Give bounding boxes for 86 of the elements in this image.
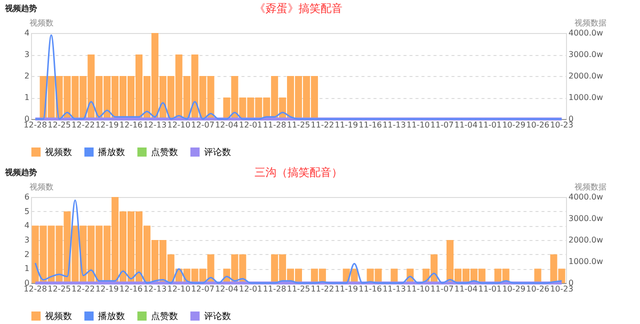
text: 视频趋势	[4, 4, 37, 13]
y-tick-label: 1	[24, 264, 30, 274]
x-tick-label: 12-22	[72, 120, 95, 130]
y-tick-label: 0	[24, 278, 30, 288]
x-tick-label: 12-16	[119, 120, 143, 130]
y2-tick-label: 2000.0w	[568, 236, 604, 244]
chart-title: 三沟（搞笑配音）	[254, 166, 342, 179]
x-tick-label: 11-19	[334, 120, 358, 130]
x-tick-label: 11-04	[454, 284, 478, 294]
y2-tick-label: 1000.0w	[568, 257, 604, 266]
legend-label: 评论数	[204, 147, 231, 158]
chart-title: 《孬蛋》搞笑配音	[254, 2, 342, 15]
x-tick-label: 10-29	[502, 284, 526, 294]
x-tick-label: 11-22	[310, 120, 334, 130]
x-tick-label: 12-25	[48, 284, 71, 294]
x-tick-label: 10-23	[550, 120, 574, 130]
text: 视频趋势	[4, 168, 37, 177]
x-tick-label: 12-25	[48, 120, 71, 130]
y-axis-title: 视频数	[30, 182, 54, 192]
x-tick-label: 10-26	[526, 120, 550, 130]
y2-tick-label: 0	[568, 114, 574, 124]
x-tick-label: 11-04	[454, 120, 478, 130]
x-tick-label: 12-01	[239, 284, 262, 294]
line-series	[34, 34, 562, 120]
legend-label: 点赞数	[151, 311, 178, 322]
y2-tick-label: 2000.0w	[568, 72, 604, 80]
x-tick-label: 12-28	[24, 120, 47, 130]
y2-tick-label: 0	[568, 278, 574, 288]
x-tick-label: 10-23	[550, 284, 574, 294]
x-tick-label: 12-28	[24, 284, 47, 294]
y-tick-label: 1	[24, 93, 30, 102]
x-tick-label: 11-19	[334, 284, 358, 294]
y-tick-label: 2	[24, 72, 30, 80]
y2-tick-label: 4000.0w	[568, 192, 604, 202]
x-tick-label: 12-07	[191, 120, 214, 130]
x-tick-label: 11-16	[358, 284, 382, 294]
x-tick-label: 12-13	[143, 120, 167, 130]
x-tick-label: 12-10	[167, 284, 190, 294]
y2-tick-label: 1000.0w	[568, 93, 604, 102]
y2-tick-label: 3000.0w	[568, 50, 604, 59]
legend-label: 视频数	[45, 147, 72, 158]
x-tick-label: 12-19	[95, 284, 119, 294]
y2-axis-title: 视频数据	[574, 182, 606, 192]
legend-label: 视频数	[45, 311, 72, 322]
x-tick-label: 12-19	[95, 120, 119, 130]
x-tick-label: 12-16	[119, 284, 143, 294]
x-tick-label: 12-13	[143, 284, 167, 294]
y-tick-label: 3	[24, 236, 30, 244]
y-axis-title: 视频数	[30, 18, 54, 28]
x-tick-label: 12-22	[72, 284, 95, 294]
y-tick-label: 3	[24, 50, 30, 59]
x-tick-label: 12-10	[167, 120, 190, 130]
x-tick-label: 11-25	[286, 120, 310, 130]
y-tick-label: 5	[24, 206, 30, 216]
x-tick-label: 11-10	[406, 284, 430, 294]
x-tick-label: 11-28	[262, 284, 286, 294]
y-tick-label: 2	[24, 250, 30, 259]
legend-label: 点赞数	[151, 147, 178, 158]
x-tick-label: 11-13	[382, 120, 406, 130]
x-tick-label: 11-10	[406, 120, 430, 130]
x-tick-label: 11-01	[478, 120, 502, 130]
x-tick-label: 12-04	[215, 120, 238, 130]
legend-label: 评论数	[204, 311, 231, 322]
y-tick-label: 4	[24, 28, 30, 38]
y-tick-label: 0	[24, 114, 30, 124]
y2-tick-label: 4000.0w	[568, 28, 604, 38]
x-tick-label: 11-13	[382, 284, 406, 294]
line-series	[34, 199, 562, 284]
x-tick-label: 11-28	[262, 120, 286, 130]
y2-tick-label: 3000.0w	[568, 214, 604, 223]
x-tick-label: 11-07	[430, 120, 454, 130]
y-tick-label: 6	[24, 192, 30, 202]
x-tick-label: 10-26	[526, 284, 550, 294]
x-tick-label: 11-25	[286, 284, 310, 294]
x-tick-label: 10-29	[502, 120, 526, 130]
legend-label: 播放数	[98, 311, 125, 322]
x-tick-label: 11-01	[478, 284, 502, 294]
x-tick-label: 11-16	[358, 120, 382, 130]
x-tick-label: 11-22	[310, 284, 334, 294]
y-tick-label: 4	[24, 221, 30, 230]
x-tick-label: 12-01	[239, 120, 262, 130]
legend-label: 播放数	[98, 147, 125, 158]
y2-axis-title: 视频数据	[574, 18, 606, 28]
x-tick-label: 12-04	[215, 284, 238, 294]
x-tick-label: 11-07	[430, 284, 454, 294]
x-tick-label: 12-07	[191, 284, 214, 294]
